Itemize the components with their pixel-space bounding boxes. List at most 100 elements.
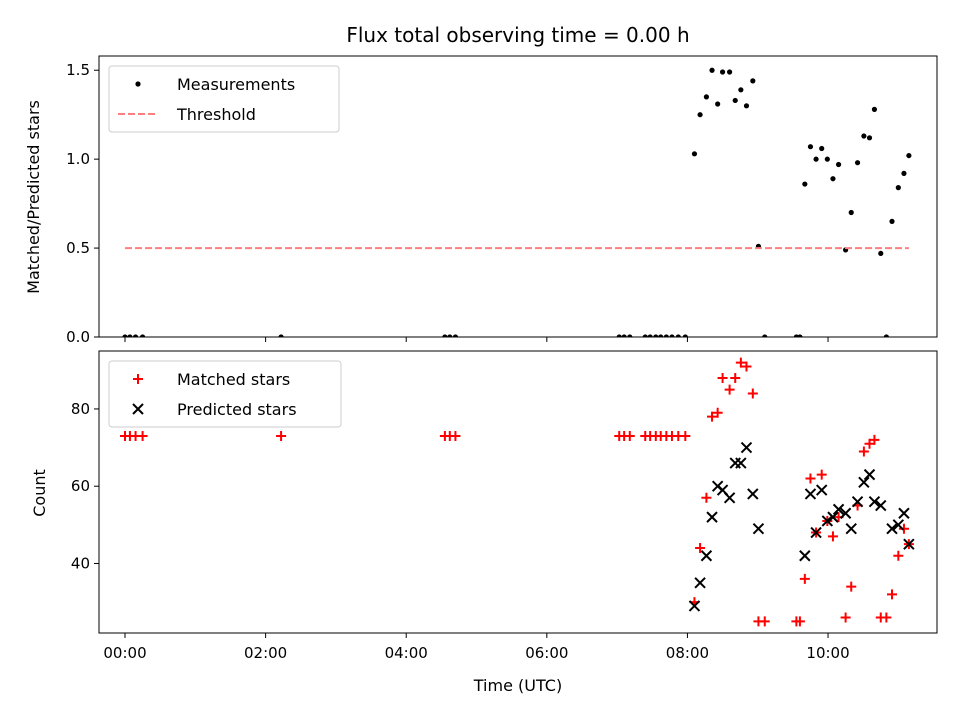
predicted-stars-point bbox=[735, 457, 747, 469]
measurements-point bbox=[139, 334, 146, 337]
predicted-stars-point bbox=[886, 522, 898, 535]
measurements-point bbox=[848, 209, 854, 216]
measurements-point bbox=[442, 334, 448, 337]
predicted-stars-point bbox=[804, 488, 817, 500]
matched-stars-point bbox=[887, 589, 898, 600]
matched-stars-point bbox=[276, 430, 287, 441]
predicted-stars-point bbox=[723, 492, 736, 504]
ratio-panel-frame bbox=[98, 55, 938, 338]
measurements-point bbox=[669, 334, 675, 337]
matched-stars-point bbox=[741, 361, 752, 372]
matched-stars-point bbox=[701, 492, 712, 503]
measurements-point bbox=[732, 97, 738, 104]
measurements-point bbox=[802, 181, 808, 187]
ratio-panel-y-axis-label: Matched/Predicted stars bbox=[24, 100, 43, 294]
measurements-point bbox=[682, 334, 688, 337]
measurements-point bbox=[719, 69, 726, 75]
measurements-point bbox=[452, 334, 459, 337]
measurements-point bbox=[835, 161, 842, 168]
x-tick-label: 04:00 bbox=[385, 644, 428, 662]
measurements-point bbox=[658, 334, 664, 337]
measurements-point bbox=[727, 69, 733, 75]
count-panel-y-tick-label: 40 bbox=[71, 554, 90, 572]
count-panel-y-axis-label: Count bbox=[30, 469, 49, 517]
measurements-point bbox=[819, 145, 825, 152]
predicted-stars-point bbox=[868, 495, 881, 508]
measurements-point bbox=[647, 334, 653, 337]
matched-stars-point bbox=[898, 523, 909, 534]
ratio-panel-data bbox=[122, 67, 912, 337]
matched-stars-point bbox=[747, 388, 758, 399]
measurements-point bbox=[889, 218, 895, 224]
x-axis-label: Time (UTC) bbox=[473, 676, 562, 695]
matched-stars-point bbox=[759, 616, 770, 627]
measurements-point bbox=[762, 334, 768, 337]
matched-stars-point bbox=[846, 581, 857, 592]
matched-stars-point bbox=[724, 384, 735, 395]
measurements-point bbox=[447, 334, 453, 337]
measurements-point bbox=[278, 334, 284, 337]
measurements-point bbox=[895, 185, 901, 191]
matched-stars-point bbox=[840, 612, 851, 623]
matched-stars-point bbox=[816, 469, 827, 480]
measurements-point bbox=[616, 334, 622, 337]
matched-stars-legend-label: Matched stars bbox=[177, 370, 290, 389]
predicted-stars-point bbox=[851, 495, 864, 508]
measurements-point bbox=[861, 133, 867, 139]
measurements-legend-label: Measurements bbox=[177, 75, 295, 94]
measurements-point bbox=[621, 334, 627, 337]
matched-stars-point bbox=[450, 430, 461, 441]
x-tick-label: 00:00 bbox=[103, 644, 146, 662]
predicted-stars-point bbox=[810, 526, 822, 539]
matched-stars-point bbox=[881, 612, 892, 623]
predicted-stars-legend-label: Predicted stars bbox=[177, 400, 297, 419]
measurements-point bbox=[697, 112, 703, 118]
measurements-point bbox=[830, 176, 836, 182]
measurements-point bbox=[866, 135, 873, 141]
ratio-panel-legend-box bbox=[108, 65, 340, 133]
measurements-point bbox=[906, 152, 912, 159]
ratio-panel-y-tick-label: 0.5 bbox=[66, 239, 90, 257]
matched-stars-point bbox=[869, 434, 880, 445]
predicted-stars-point bbox=[898, 507, 910, 519]
matched-stars-point bbox=[794, 616, 805, 627]
predicted-stars-point bbox=[845, 522, 857, 535]
matched-stars-point bbox=[695, 543, 706, 554]
measurements-point bbox=[653, 334, 659, 337]
matched-stars-point bbox=[680, 430, 691, 441]
x-tick-label: 02:00 bbox=[244, 644, 287, 662]
measurements-point bbox=[709, 67, 715, 73]
predicted-stars-point bbox=[747, 488, 759, 500]
measurements-point bbox=[883, 334, 889, 337]
predicted-stars-point bbox=[827, 511, 839, 523]
count-panel-y-tick-label: 60 bbox=[71, 477, 90, 495]
matched-stars-point bbox=[712, 407, 723, 418]
count-panel-data bbox=[120, 357, 915, 627]
ratio-panel: 0.0 0.5 1.0 1.5 Measurements Threshold bbox=[66, 55, 938, 346]
predicted-stars-point bbox=[821, 515, 834, 527]
matched-stars-point bbox=[893, 550, 904, 561]
measurements-point bbox=[901, 170, 907, 176]
count-panel-y-tick-label: 80 bbox=[71, 400, 90, 418]
matched-stars-point bbox=[707, 411, 718, 422]
measurements-point bbox=[871, 106, 878, 112]
measurements-point bbox=[824, 156, 830, 162]
predicted-stars-legend-swatch bbox=[132, 403, 144, 415]
matched-stars-point bbox=[799, 573, 810, 584]
x-tick-label: 10:00 bbox=[806, 644, 849, 662]
x-tick-label: 06:00 bbox=[525, 644, 568, 662]
matched-stars-point bbox=[137, 430, 148, 441]
predicted-stars-point bbox=[839, 507, 852, 519]
ratio-panel-y-tick-label: 1.5 bbox=[66, 61, 90, 79]
measurements-point bbox=[813, 156, 819, 162]
measurements-point bbox=[743, 103, 750, 109]
predicted-stars-point bbox=[688, 600, 701, 612]
predicted-stars-point bbox=[858, 476, 870, 489]
measurements-point bbox=[797, 334, 803, 337]
matched-stars-point bbox=[717, 373, 728, 384]
count-panel-frame bbox=[98, 350, 938, 634]
measurements-point bbox=[715, 101, 721, 107]
count-panel-legend-box bbox=[108, 360, 342, 428]
predicted-stars-point bbox=[740, 441, 753, 454]
